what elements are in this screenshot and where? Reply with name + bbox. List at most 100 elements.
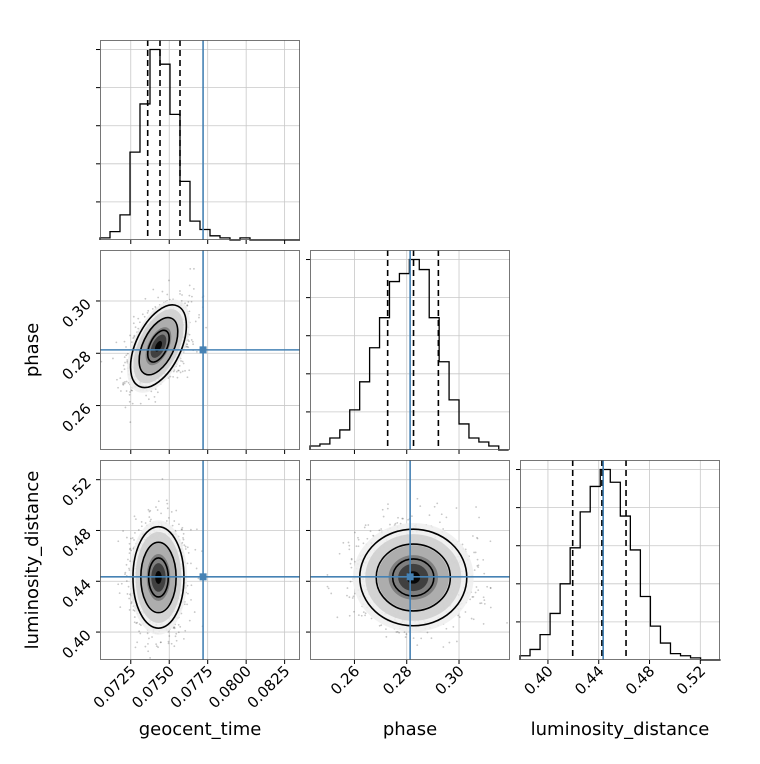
- sample-point: [179, 625, 182, 628]
- sample-point: [438, 521, 441, 524]
- sample-point: [175, 632, 178, 635]
- sample-point: [382, 515, 385, 518]
- sample-point: [380, 528, 383, 530]
- sample-point: [128, 548, 131, 551]
- sample-point: [117, 540, 120, 543]
- sample-point: [180, 299, 183, 302]
- sample-point: [167, 640, 170, 643]
- sample-point: [181, 526, 184, 529]
- sample-point: [129, 560, 131, 563]
- tick-label-phase: 0.28: [58, 347, 94, 383]
- sample-point: [125, 536, 128, 539]
- histogram-bar: [660, 643, 670, 660]
- contour-line: [138, 316, 179, 376]
- sample-point: [139, 632, 142, 635]
- tick-label-phase: 0.30: [58, 295, 94, 331]
- sample-point: [128, 593, 131, 596]
- sample-point: [352, 595, 355, 598]
- sample-point: [183, 603, 186, 606]
- sample-point: [138, 630, 141, 633]
- sample-point: [193, 611, 196, 613]
- sample-point: [166, 293, 169, 296]
- sample-point: [471, 535, 474, 537]
- sample-point: [472, 618, 475, 621]
- sample-point: [474, 551, 477, 554]
- sample-point: [476, 558, 479, 561]
- sample-point: [161, 290, 164, 293]
- sample-point: [477, 564, 480, 567]
- sample-point: [482, 558, 485, 561]
- sample-point: [137, 317, 140, 320]
- sample-point: [130, 602, 133, 605]
- sample-point: [156, 509, 159, 511]
- sample-point: [470, 617, 473, 620]
- sample-point: [120, 370, 123, 373]
- histogram-bar: [350, 410, 360, 450]
- sample-point: [170, 511, 173, 513]
- sample-point: [177, 623, 180, 626]
- sample-point: [389, 523, 391, 526]
- sample-point: [445, 516, 448, 519]
- sample-point: [404, 636, 407, 638]
- sample-point: [124, 406, 127, 409]
- sample-point: [474, 591, 477, 594]
- sample-point: [353, 610, 355, 613]
- sample-point: [181, 360, 184, 363]
- sample-point: [140, 624, 142, 627]
- sample-point: [327, 587, 330, 590]
- sample-point: [188, 340, 190, 343]
- histogram-bar: [120, 215, 130, 240]
- sample-point: [125, 563, 128, 566]
- sample-point: [480, 602, 483, 605]
- density-level: [154, 340, 163, 352]
- sample-point: [349, 562, 352, 565]
- sample-point: [151, 308, 154, 310]
- sample-point: [184, 548, 187, 550]
- sample-point: [416, 644, 419, 646]
- sample-point: [342, 541, 345, 544]
- xlabel-geocent-time: geocent_time: [139, 719, 262, 740]
- sample-point: [140, 525, 143, 528]
- sample-point: [166, 502, 169, 505]
- sample-point: [178, 523, 180, 526]
- sample-point: [192, 288, 195, 290]
- sample-point: [357, 545, 360, 548]
- sample-point: [380, 624, 383, 627]
- sample-point: [131, 537, 134, 539]
- histogram-luminosity-distance-border: [520, 460, 720, 660]
- sample-point: [364, 612, 367, 615]
- sample-point: [402, 517, 404, 520]
- sample-point: [362, 611, 365, 614]
- histogram-bar: [449, 400, 459, 450]
- sample-point: [173, 520, 176, 522]
- sample-point: [190, 528, 192, 531]
- sample-point: [411, 515, 413, 518]
- tick-label-phase: 0.26: [58, 400, 94, 436]
- sample-point: [138, 623, 141, 626]
- sample-point: [366, 537, 369, 540]
- sample-point: [350, 557, 353, 560]
- sample-point: [177, 369, 180, 372]
- sample-point: [134, 326, 137, 329]
- tick-label-luminosity-distance: 0.48: [58, 525, 94, 561]
- sample-point: [175, 509, 178, 512]
- sample-point: [428, 514, 431, 517]
- histogram-bar: [610, 482, 620, 660]
- sample-point: [372, 534, 374, 537]
- sample-point: [139, 402, 142, 405]
- sample-point: [123, 356, 126, 359]
- sample-point: [193, 267, 195, 270]
- sample-point: [128, 542, 131, 545]
- sample-point: [195, 350, 198, 353]
- histogram-bar: [590, 486, 600, 660]
- histogram-bar: [530, 649, 540, 660]
- sample-point: [394, 522, 397, 525]
- sample-point: [120, 582, 123, 585]
- sample-point: [186, 343, 189, 346]
- sample-point: [476, 536, 478, 539]
- sample-point: [458, 616, 461, 618]
- sample-point: [385, 628, 387, 631]
- sample-point: [179, 371, 182, 374]
